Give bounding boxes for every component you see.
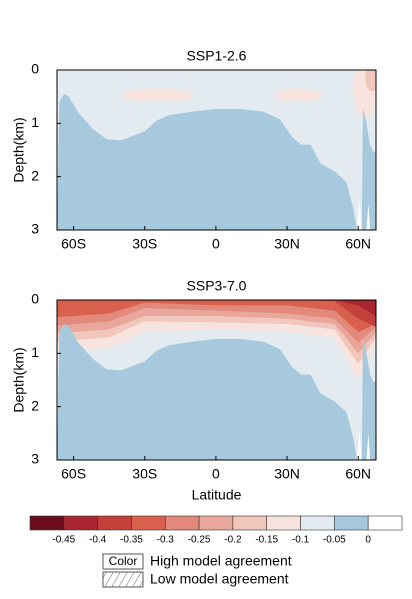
y-tick-label: 0: [31, 291, 39, 307]
x-tick-label: 0: [212, 236, 220, 252]
contour-band: [57, 300, 376, 343]
colorbar-tick-label: -0.05: [323, 535, 346, 546]
x-tick-label: 30N: [274, 466, 300, 482]
missing-data: [357, 200, 371, 230]
contour-band: [365, 70, 376, 92]
colorbar-box: [198, 515, 234, 531]
x-tick-label: 60S: [61, 466, 86, 482]
x-tick-label: 30N: [274, 236, 300, 252]
y-tick-label: 3: [31, 221, 39, 237]
legend-hatch: [102, 571, 144, 588]
colorbar-box: [131, 515, 166, 531]
colorbar-box: [334, 515, 369, 531]
plot-frame: [56, 299, 377, 461]
colorbar-box: [367, 515, 403, 531]
colorbar-box: [97, 515, 132, 531]
y-tick-label: 3: [31, 451, 39, 467]
missing-data: [357, 430, 371, 460]
y-axis-label: Depth(km): [11, 347, 27, 412]
x-tick-label: 30S: [132, 466, 157, 482]
colorbar-box: [29, 515, 65, 531]
contour-band: [57, 300, 376, 327]
colorbar-tick-label: -0.35: [120, 535, 143, 546]
colorbar-tick-label: -0.1: [292, 535, 310, 546]
contour-band: [57, 300, 376, 316]
y-tick-label: 1: [31, 114, 39, 130]
y-tick-label: 2: [31, 397, 39, 413]
panel-title: SSP1-2.6: [187, 48, 247, 64]
panel-title: SSP3-7.0: [187, 278, 247, 294]
colorbar-tick-label: -0.3: [157, 535, 175, 546]
x-tick-label: 30S: [132, 236, 157, 252]
legend-label: Low model agreement: [150, 571, 289, 587]
topography: [57, 94, 376, 230]
colorbar-tick-label: -0.2: [224, 535, 242, 546]
topography: [57, 324, 376, 460]
legend-label: High model agreement: [150, 553, 292, 569]
x-tick-label: 60N: [345, 466, 371, 482]
colorbar-box: [300, 515, 335, 531]
legend-swatch: [102, 553, 144, 570]
plot-area: [57, 300, 376, 460]
y-tick-label: 0: [31, 61, 39, 77]
contour-band: [275, 88, 323, 103]
colorbar-tick-label: -0.4: [89, 535, 107, 546]
x-axis-label: Latitude: [192, 487, 242, 503]
x-tick-label: 60N: [345, 236, 371, 252]
y-axis-label: Depth(km): [11, 117, 27, 182]
contour-band: [121, 88, 193, 103]
colorbar-box: [266, 515, 301, 531]
plot-frame: [56, 69, 377, 231]
colorbar-tick-label: 0: [365, 535, 371, 546]
colorbar-box: [232, 515, 268, 531]
plot-area: [57, 70, 376, 230]
y-tick-label: 1: [31, 344, 39, 360]
x-tick-label: 60S: [61, 236, 86, 252]
colorbar-box: [63, 515, 98, 531]
legend-swatch-label: Color: [109, 554, 138, 568]
y-tick-label: 2: [31, 167, 39, 183]
colorbar-box: [164, 515, 200, 531]
x-tick-label: 0: [212, 466, 220, 482]
colorbar-tick-label: -0.15: [255, 535, 278, 546]
colorbar-tick-label: -0.25: [188, 535, 211, 546]
colorbar-tick-label: -0.45: [52, 535, 75, 546]
